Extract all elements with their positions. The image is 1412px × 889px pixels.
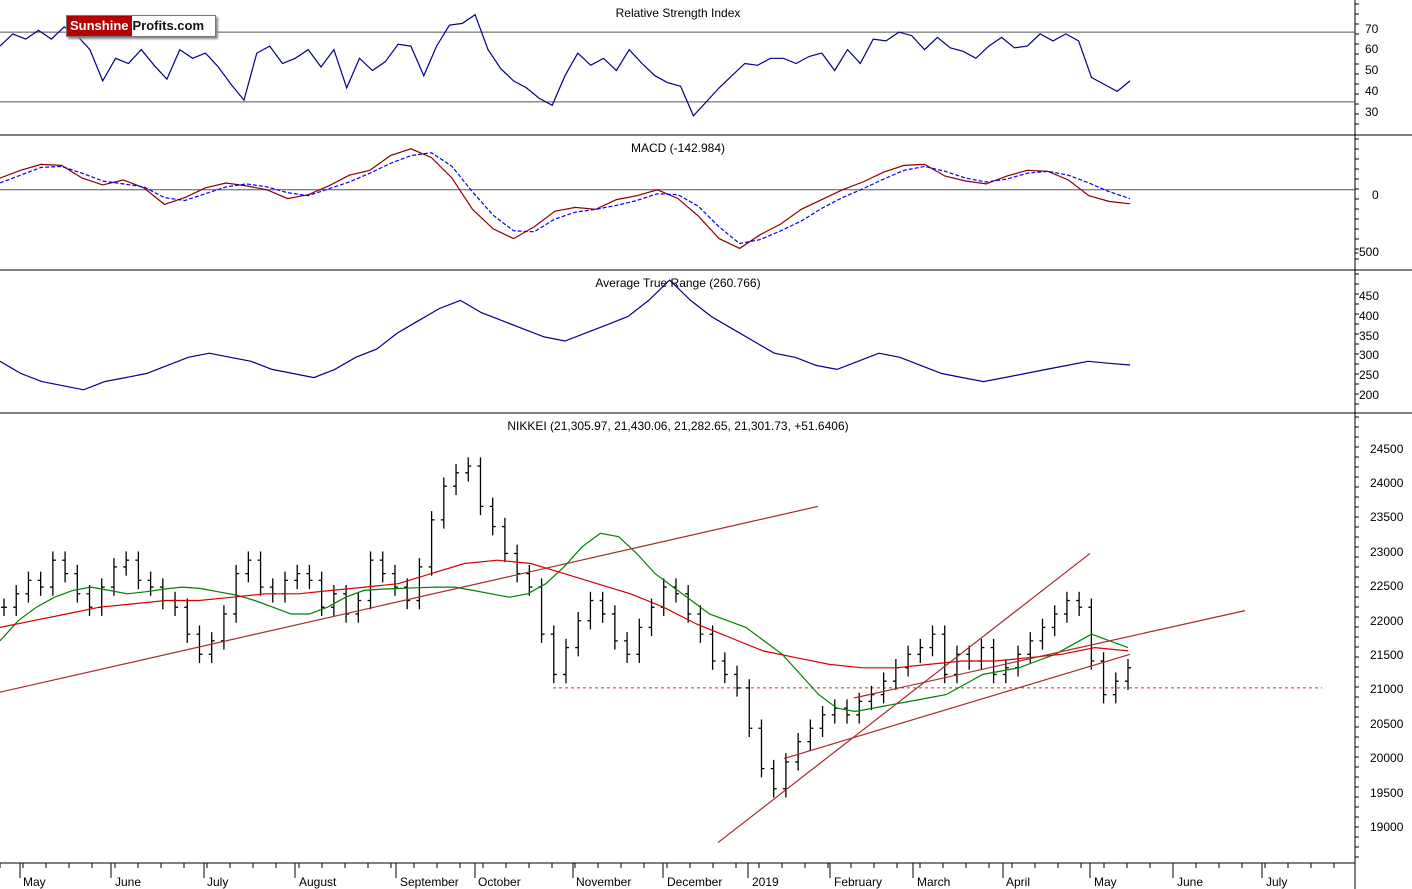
atr-tick-label: 200 — [1359, 388, 1379, 402]
macd-line — [0, 148, 1131, 250]
month-label: May — [23, 875, 46, 889]
atr-line — [0, 279, 1131, 391]
trendline — [783, 653, 1131, 760]
rsi-tick-label: 70 — [1365, 22, 1379, 36]
trendline — [0, 505, 819, 693]
macd-tick-label: 0 — [1372, 188, 1379, 202]
month-label: July — [1266, 875, 1287, 889]
price-tick-label: 19000 — [1370, 820, 1404, 834]
rsi-line — [0, 13, 1131, 117]
macd-tick-label: -500 — [1355, 245, 1379, 259]
brand-logo[interactable]: Sunshine Profits.com — [66, 15, 216, 37]
atr-tick-label: 350 — [1359, 329, 1379, 343]
price-tick-label: 21500 — [1370, 648, 1404, 662]
macd-title: MACD (-142.984) — [631, 141, 725, 155]
trendline — [853, 610, 1246, 699]
month-label: October — [478, 875, 521, 889]
price-tick-label: 24500 — [1370, 442, 1404, 456]
rsi-tick-label: 40 — [1365, 84, 1379, 98]
month-label: May — [1094, 875, 1117, 889]
price-title: NIKKEI (21,305.97, 21,430.06, 21,282.65,… — [507, 419, 848, 433]
logo-part-sunshine: Sunshine — [67, 16, 132, 36]
macd-signal-line — [0, 152, 1131, 245]
rsi-tick-label: 60 — [1365, 42, 1379, 56]
price-tick-label: 20000 — [1370, 751, 1404, 765]
month-label: March — [917, 875, 950, 889]
rsi-tick-label: 30 — [1365, 105, 1379, 119]
price-bars — [1, 457, 1131, 798]
month-label: November — [576, 875, 631, 889]
atr-tick-label: 300 — [1359, 348, 1379, 362]
month-label: December — [667, 875, 722, 889]
month-label: August — [299, 875, 337, 889]
month-label: 2019 — [752, 875, 779, 889]
atr-title: Average True Range (260.766) — [595, 276, 760, 290]
logo-part-profits: Profits.com — [132, 18, 205, 33]
month-label: February — [834, 875, 882, 889]
moving-average-short — [0, 532, 1129, 713]
price-tick-label: 20500 — [1370, 717, 1404, 731]
moving-average-long — [0, 559, 1129, 669]
atr-tick-label: 450 — [1359, 289, 1379, 303]
trendline — [717, 552, 1091, 844]
price-tick-label: 22500 — [1370, 579, 1404, 593]
month-label: April — [1006, 875, 1030, 889]
price-tick-label: 23500 — [1370, 510, 1404, 524]
atr-tick-label: 250 — [1359, 368, 1379, 382]
price-tick-label: 19500 — [1370, 786, 1404, 800]
rsi-title: Relative Strength Index — [616, 6, 741, 20]
price-tick-label: 23000 — [1370, 545, 1404, 559]
price-tick-label: 24000 — [1370, 476, 1404, 490]
month-label: September — [400, 875, 459, 889]
reference-lines — [0, 31, 1355, 689]
month-label: July — [207, 875, 228, 889]
price-tick-label: 22000 — [1370, 614, 1404, 628]
trendlines — [0, 505, 1246, 844]
month-label: June — [115, 875, 141, 889]
price-tick-label: 21000 — [1370, 682, 1404, 696]
rsi-tick-label: 50 — [1365, 63, 1379, 77]
series-lines — [0, 13, 1131, 713]
month-label: June — [1177, 875, 1203, 889]
atr-tick-label: 400 — [1359, 309, 1379, 323]
